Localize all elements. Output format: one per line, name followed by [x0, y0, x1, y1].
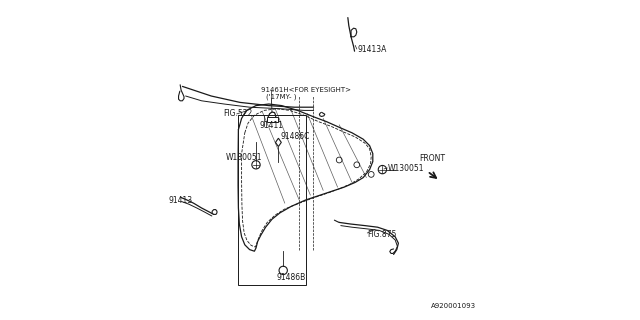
Text: 91486C: 91486C	[281, 132, 310, 141]
Bar	[239, 115, 306, 285]
Text: 91413: 91413	[169, 196, 193, 205]
Text: FRONT: FRONT	[419, 154, 445, 163]
Text: FIG.875: FIG.875	[367, 230, 397, 239]
Text: A920001093: A920001093	[431, 303, 477, 308]
Text: ('17MY- ): ('17MY- )	[266, 93, 296, 100]
Text: 91486B: 91486B	[276, 273, 305, 282]
Bar	[267, 117, 278, 122]
Text: FIG.522: FIG.522	[223, 109, 252, 118]
Text: W130051: W130051	[226, 153, 262, 162]
Text: W130051: W130051	[388, 164, 424, 172]
Text: 91411: 91411	[259, 121, 283, 130]
Text: 91461H<FOR EYESIGHT>: 91461H<FOR EYESIGHT>	[261, 87, 351, 92]
Text: 91413A: 91413A	[358, 45, 387, 54]
